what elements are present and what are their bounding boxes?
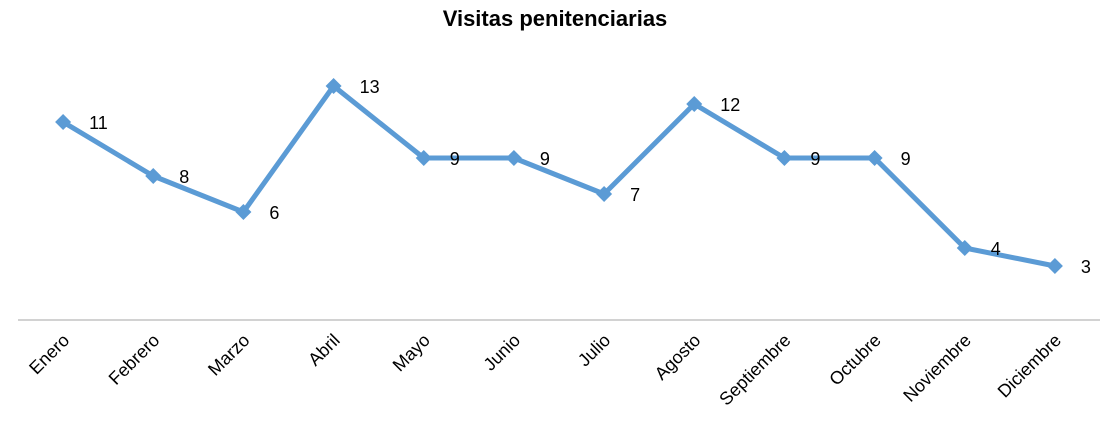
marker (596, 186, 613, 202)
data-label: 13 (360, 77, 380, 97)
x-tick-label: Agosto (651, 330, 705, 384)
x-tick-label: Junio (480, 330, 525, 375)
x-tick-label: Mayo (389, 330, 434, 375)
chart-title: Visitas penitenciarias (443, 6, 668, 31)
x-tick-label: Noviembre (899, 330, 975, 406)
marker (866, 150, 883, 166)
data-label: 3 (1081, 257, 1091, 277)
x-tick-label: Febrero (105, 330, 164, 389)
marker (325, 78, 342, 94)
x-tick-label: Abril (304, 330, 344, 370)
marker (145, 168, 162, 184)
data-label: 9 (810, 149, 820, 169)
data-label: 11 (89, 113, 108, 133)
marker (1046, 258, 1063, 274)
marker (55, 114, 72, 130)
data-label: 9 (540, 149, 550, 169)
marker (956, 240, 973, 256)
data-label: 4 (991, 239, 1001, 259)
data-label: 9 (901, 149, 911, 169)
data-label: 9 (450, 149, 460, 169)
x-tick-label: Diciembre (994, 330, 1065, 401)
marker (686, 96, 703, 112)
data-label: 12 (720, 95, 740, 115)
x-tick-label: Julio (574, 330, 614, 370)
data-label: 7 (630, 185, 640, 205)
marker (235, 204, 252, 220)
data-label: 8 (179, 167, 189, 187)
x-tick-label: Octubre (825, 330, 884, 389)
marker (505, 150, 522, 166)
x-tick-label: Marzo (204, 330, 254, 380)
marker (415, 150, 432, 166)
line (61, 83, 1056, 269)
data-label: 6 (269, 203, 279, 223)
x-tick-label: Enero (25, 330, 73, 378)
marker (776, 150, 793, 166)
x-tick-label: Septiembre (715, 330, 794, 409)
